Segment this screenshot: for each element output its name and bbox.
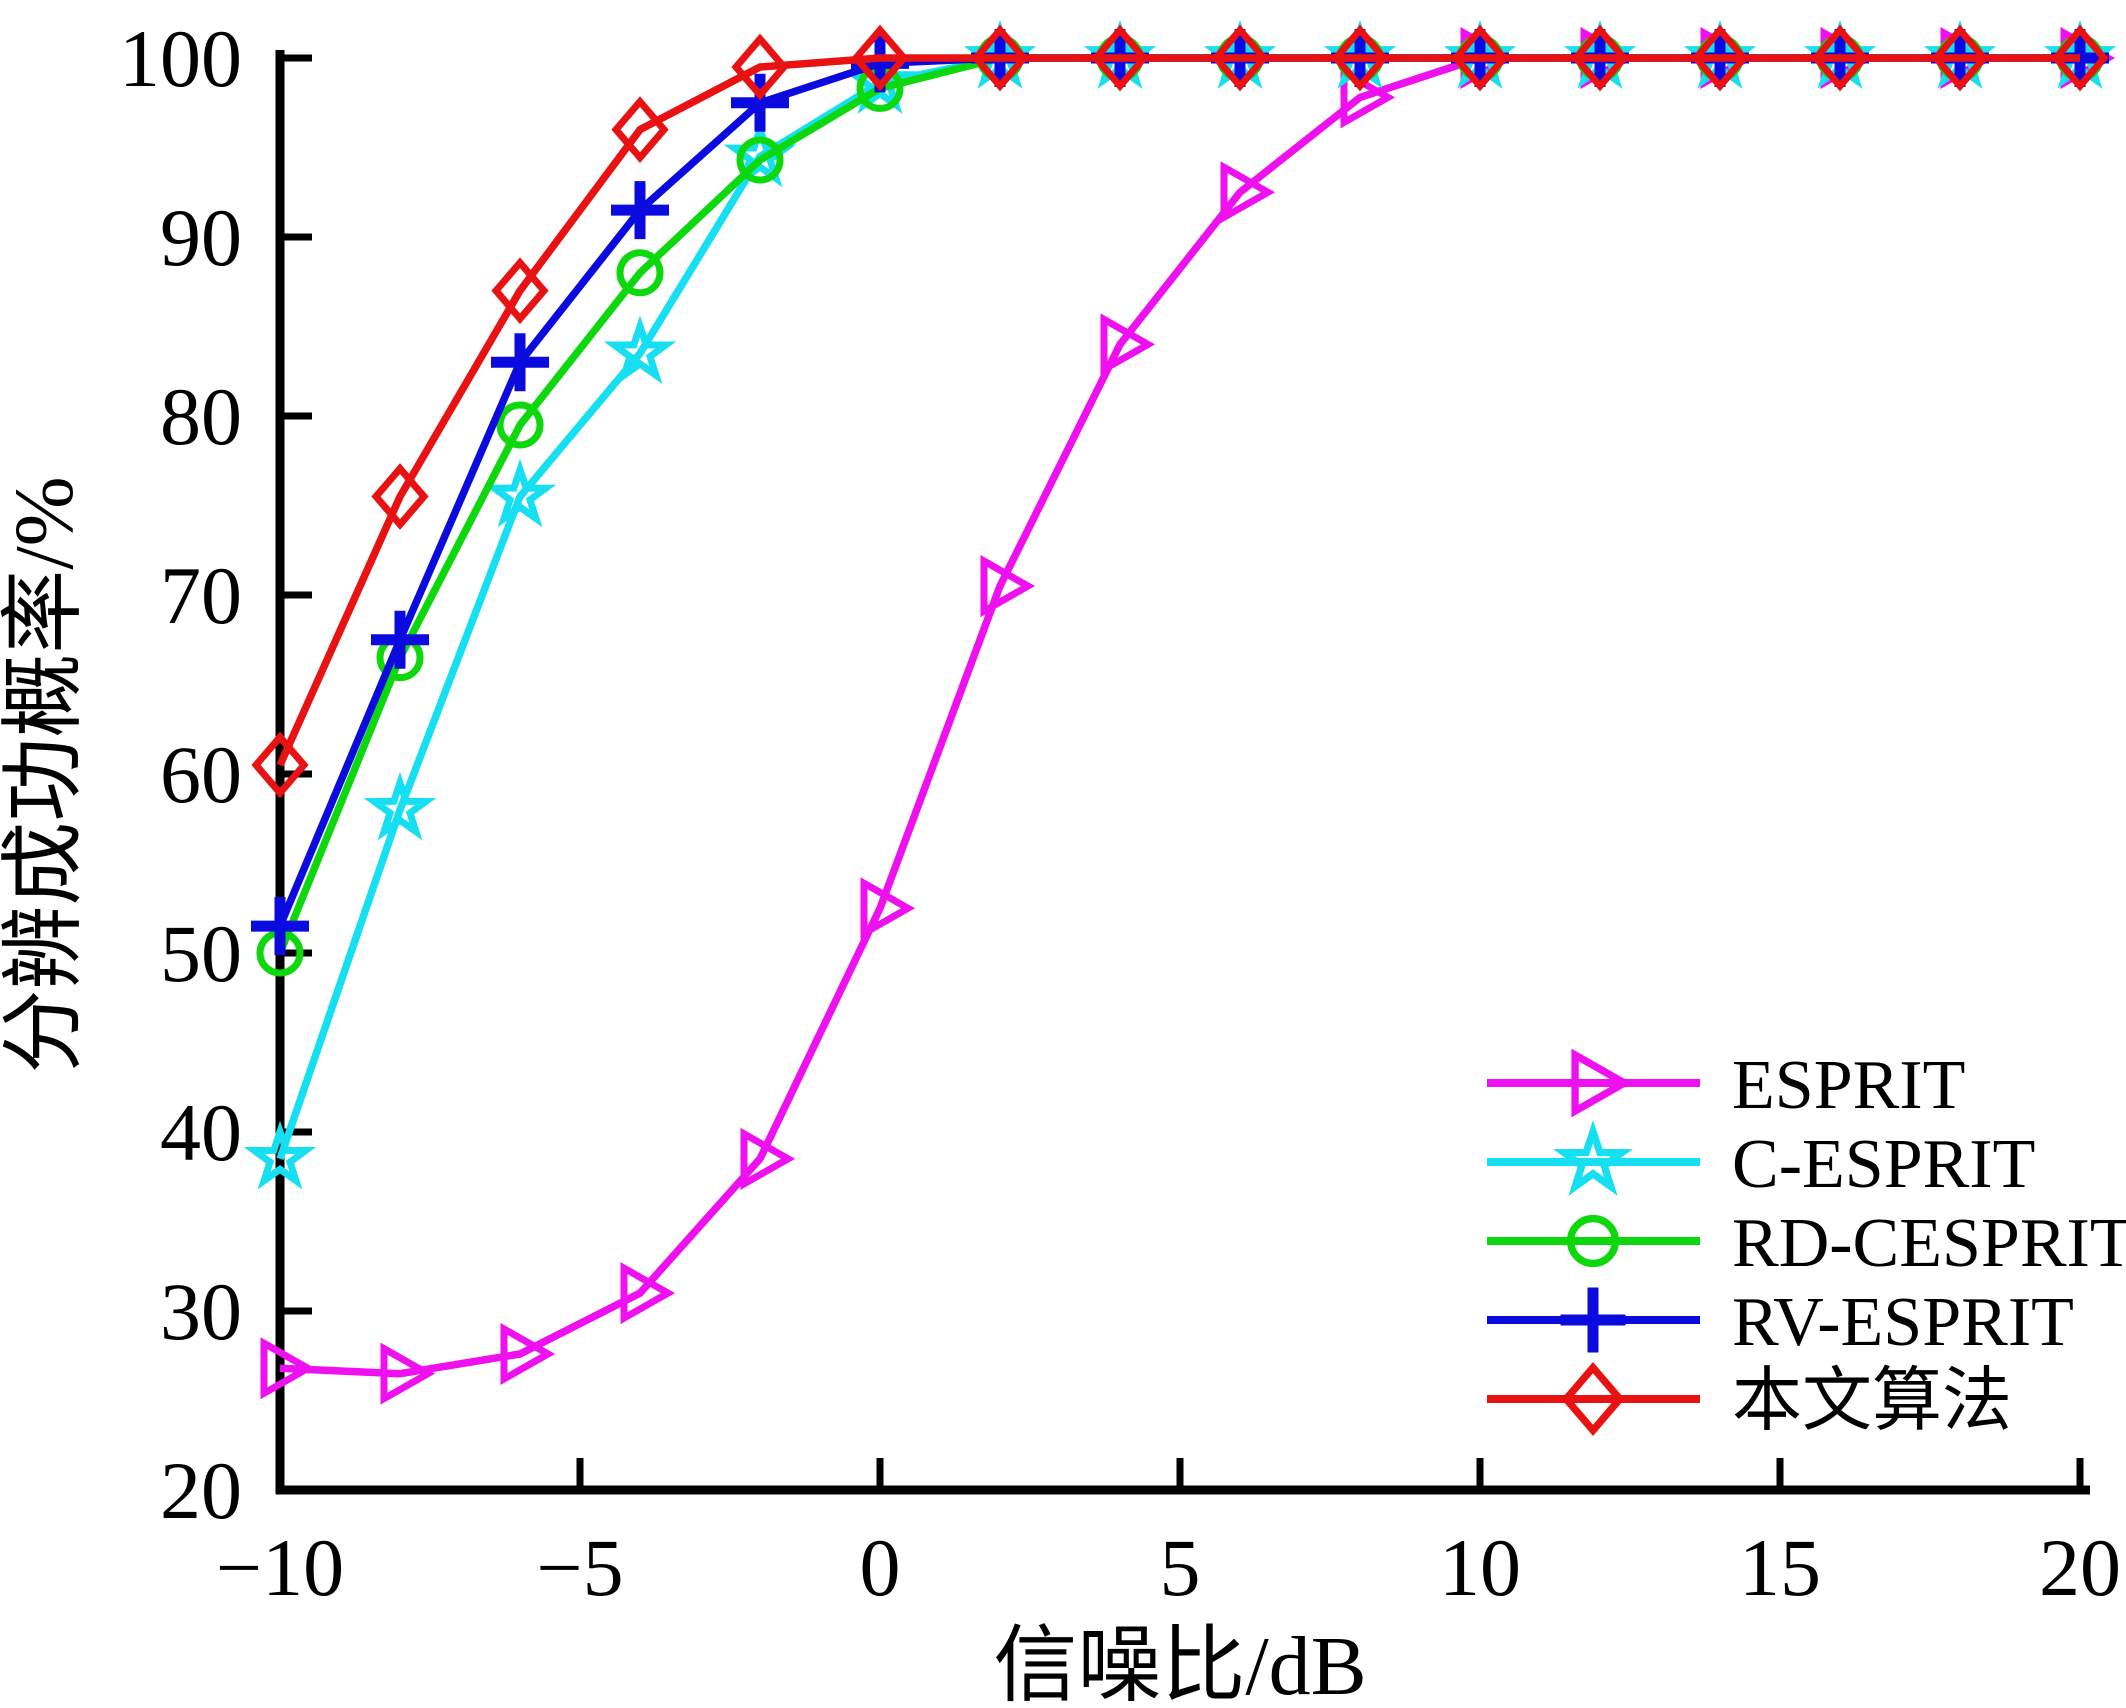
triangle-right-marker bbox=[260, 1337, 316, 1400]
triangle-right-marker bbox=[1340, 66, 1396, 129]
legend-label: RV-ESPRIT bbox=[1732, 1284, 2074, 1361]
diamond-marker bbox=[851, 24, 909, 92]
plus-marker bbox=[371, 610, 429, 669]
star-marker bbox=[603, 315, 677, 385]
legend-label: C-ESPRIT bbox=[1732, 1126, 2035, 1203]
diamond-marker bbox=[2051, 24, 2109, 92]
star-marker bbox=[843, 45, 917, 114]
diamond-marker bbox=[1691, 24, 1749, 92]
legend-item-RD-CESPRIT: RD-CESPRIT bbox=[1487, 1205, 2126, 1282]
legend-item-本文算法: 本文算法 bbox=[1487, 1361, 2012, 1440]
y-tick-label: 80 bbox=[160, 371, 242, 462]
x-tick-label: −5 bbox=[536, 1522, 623, 1613]
triangle-right-marker bbox=[500, 1322, 556, 1385]
circle-marker bbox=[496, 401, 544, 449]
triangle-right-marker bbox=[1571, 1048, 1632, 1118]
diamond-marker bbox=[1331, 24, 1389, 92]
diamond-marker bbox=[731, 33, 789, 101]
diamond-marker bbox=[251, 731, 309, 799]
diamond-marker bbox=[491, 257, 549, 325]
y-tick-label: 70 bbox=[160, 550, 242, 641]
triangle-right-marker bbox=[380, 1342, 436, 1405]
series-line bbox=[276, 54, 2080, 955]
triangle-right-marker bbox=[1220, 161, 1276, 224]
plus-marker bbox=[731, 73, 789, 132]
triangle-right-marker bbox=[620, 1262, 676, 1325]
y-tick-label: 40 bbox=[160, 1087, 242, 1178]
star-marker bbox=[243, 1120, 317, 1190]
legend-item-ESPRIT: ESPRIT bbox=[1487, 1047, 1965, 1124]
circle-marker bbox=[736, 136, 784, 184]
star-marker bbox=[483, 458, 557, 528]
legend-label: ESPRIT bbox=[1732, 1047, 1965, 1124]
series-line bbox=[276, 54, 2080, 1161]
x-tick-label: 20 bbox=[2039, 1522, 2121, 1613]
star-marker bbox=[363, 771, 437, 841]
x-tick-label: −10 bbox=[216, 1522, 344, 1613]
legend-label: 本文算法 bbox=[1732, 1363, 2012, 1440]
y-tick-label: 100 bbox=[119, 13, 242, 104]
star-marker bbox=[1553, 1120, 1633, 1196]
x-axis-label: 信噪比/dB bbox=[993, 1620, 1366, 1708]
y-tick-label: 90 bbox=[160, 192, 242, 283]
y-axis-label: 分辨成功概率/% bbox=[0, 476, 91, 1073]
diamond-marker bbox=[1561, 1361, 1625, 1437]
circle-marker bbox=[1566, 1214, 1620, 1268]
plus-marker bbox=[1560, 1287, 1626, 1353]
diamond-marker bbox=[1571, 24, 1629, 92]
x-tick-label: 15 bbox=[1739, 1522, 1821, 1613]
y-tick-label: 50 bbox=[160, 908, 242, 999]
series-RD-CESPRIT bbox=[256, 34, 2104, 977]
x-tick-label: 0 bbox=[860, 1522, 901, 1613]
plot-area bbox=[243, 19, 2117, 1405]
diamond-marker bbox=[1451, 24, 1509, 92]
legend-label: RD-CESPRIT bbox=[1732, 1205, 2126, 1282]
x-tick-label: 5 bbox=[1160, 1522, 1201, 1613]
triangle-right-marker bbox=[980, 555, 1036, 618]
triangle-right-marker bbox=[1100, 313, 1156, 376]
series-line bbox=[276, 54, 2080, 928]
plus-marker bbox=[611, 181, 669, 240]
diamond-marker bbox=[1811, 24, 1869, 92]
series-本文算法 bbox=[251, 24, 2109, 799]
series-RV-ESPRIT bbox=[251, 29, 2109, 956]
diamond-marker bbox=[1931, 24, 1989, 92]
y-tick-label: 60 bbox=[160, 729, 242, 820]
series-C-ESPRIT bbox=[243, 19, 2117, 1190]
plus-marker bbox=[491, 333, 549, 392]
legend-item-C-ESPRIT: C-ESPRIT bbox=[1487, 1120, 2035, 1203]
diamond-marker bbox=[1091, 24, 1149, 92]
diamond-marker bbox=[971, 24, 1029, 92]
y-tick-label: 20 bbox=[160, 1445, 242, 1536]
y-tick-label: 30 bbox=[160, 1266, 242, 1357]
series-line bbox=[276, 54, 2080, 767]
triangle-right-marker bbox=[860, 877, 916, 940]
diamond-marker bbox=[1211, 24, 1269, 92]
axes: −10 −5 0 5 10 15 20 20 30 40 50 60 70 80 90 100 bbox=[119, 13, 2121, 1613]
diamond-marker bbox=[611, 96, 669, 163]
triangle-right-marker bbox=[740, 1127, 796, 1190]
plus-marker bbox=[251, 897, 309, 956]
diamond-marker bbox=[371, 463, 429, 530]
x-tick-label: 10 bbox=[1439, 1522, 1521, 1613]
legend-item-RV-ESPRIT: RV-ESPRIT bbox=[1487, 1284, 2074, 1361]
circle-marker bbox=[616, 249, 664, 297]
